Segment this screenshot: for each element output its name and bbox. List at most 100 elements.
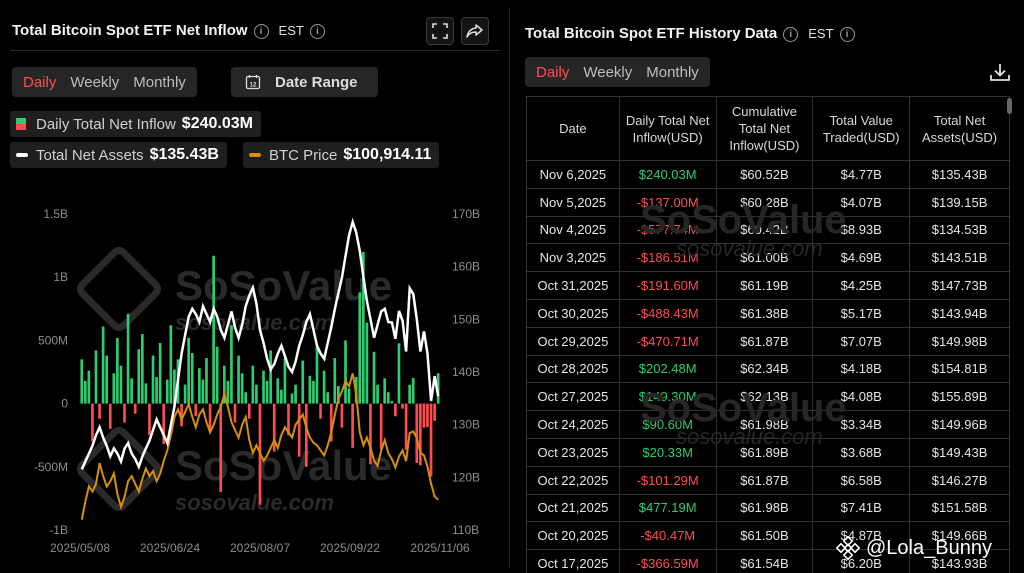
cell-net-assets: $154.81B <box>909 354 1010 384</box>
column-header-value-traded[interactable]: Total Value Traded(USD) <box>812 96 911 161</box>
cell-net-assets: $143.93B <box>909 549 1010 573</box>
inflow-bar <box>401 403 404 409</box>
inflow-bar <box>422 403 426 428</box>
cell-daily-inflow: -$137.00M <box>618 187 717 217</box>
table-row[interactable]: Oct 27,2025 $149.30M $62.13B $4.08B $155.89B <box>526 382 1010 412</box>
right-tick-label: 170B <box>452 207 480 221</box>
column-header-date[interactable]: Date <box>526 96 620 161</box>
tab-weekly[interactable]: Weekly <box>70 73 120 91</box>
tab-daily[interactable]: Daily <box>536 63 570 81</box>
inflow-bar <box>326 392 330 404</box>
inflow-bar <box>322 370 326 404</box>
cell-net-assets: $151.58B <box>909 493 1010 523</box>
table-row[interactable]: Nov 4,2025 -$577.74M $60.42B $8.93B $134.53B <box>526 215 1010 245</box>
inflow-bar <box>226 380 230 404</box>
inflow-bar <box>276 378 280 404</box>
inflow-bar <box>301 360 305 404</box>
table-row[interactable]: Oct 23,2025 $20.33M $61.89B $3.68B $149.43B <box>526 437 1010 467</box>
cell-value-traded: $7.07B <box>812 326 911 356</box>
timezone-info-icon[interactable]: i <box>839 26 855 42</box>
inflow-bar <box>361 251 365 404</box>
cell-date: Nov 5,2025 <box>526 187 620 217</box>
cell-value-traded: $7.41B <box>812 493 911 523</box>
cell-date: Oct 27,2025 <box>526 382 620 412</box>
cell-cumulative-inflow: $61.98B <box>715 410 814 439</box>
x-tick-label: 2025/09/22 <box>320 541 380 555</box>
date-range-label: Date Range <box>275 73 358 91</box>
legend-btc-label: BTC Price <box>269 146 338 164</box>
inflow-bar <box>91 403 94 442</box>
author-badge: @Lola_Bunny <box>836 536 992 560</box>
inflow-bar <box>165 379 169 404</box>
inflow-bar <box>133 403 137 414</box>
table-row[interactable]: Oct 28,2025 $202.48M $62.34B $4.18B $154.81B <box>526 354 1010 384</box>
x-tick-label: 2025/05/08 <box>50 541 110 555</box>
right-period-tabs: Daily Weekly Monthly <box>525 57 710 87</box>
column-header-net-assets[interactable]: Total Net Assets(USD) <box>909 96 1010 161</box>
left-tick-label: 1.5B <box>43 207 68 221</box>
table-row[interactable]: Oct 29,2025 -$470.71M $61.87B $7.07B $149.98… <box>526 326 1010 356</box>
legend-inflow[interactable]: Daily Total Net Inflow $240.03M <box>10 111 261 137</box>
inflow-bar <box>155 377 158 404</box>
legend-inflow-value: $240.03M <box>181 115 253 132</box>
left-tick-label: 500M <box>38 333 68 347</box>
left-axis: 1.5B 1B 500M 0 -500M -1B <box>34 207 68 537</box>
date-range-button[interactable]: 12 Date Range <box>231 67 378 97</box>
inflow-bar <box>419 403 422 466</box>
cell-net-assets: $134.53B <box>909 215 1010 245</box>
legend-btc[interactable]: BTC Price $100,914.11 <box>243 142 440 168</box>
inflow-bar <box>280 389 283 404</box>
download-button[interactable] <box>989 62 1013 84</box>
assets-swatch <box>16 153 28 157</box>
table-row[interactable]: Oct 24,2025 $90.60M $61.98B $3.34B $149.96B <box>526 410 1010 439</box>
info-icon[interactable]: i <box>783 26 799 42</box>
cell-value-traded: $4.08B <box>812 382 911 412</box>
tab-daily[interactable]: Daily <box>23 73 57 91</box>
inflow-bar <box>269 350 272 404</box>
cell-cumulative-inflow: $61.38B <box>715 298 814 328</box>
table-row[interactable]: Nov 3,2025 -$186.51M $61.00B $4.69B $143.51B <box>526 243 1010 273</box>
net-inflow-chart[interactable]: SoSoValuesosovalue.comSoSoValuesosovalue… <box>0 195 500 560</box>
inflow-bar <box>183 384 187 404</box>
cell-cumulative-inflow: $60.42B <box>715 215 814 245</box>
right-tick-label: 110B <box>452 523 479 537</box>
inflow-bar <box>240 373 244 404</box>
table-row[interactable]: Oct 30,2025 -$488.43M $61.38B $5.17B $143.94… <box>526 298 1010 328</box>
column-header-daily-inflow[interactable]: Daily Total Net Inflow(USD) <box>618 96 717 161</box>
inflow-bar <box>372 351 376 404</box>
tab-monthly[interactable]: Monthly <box>646 63 699 81</box>
info-icon[interactable]: i <box>253 23 269 39</box>
tab-weekly[interactable]: Weekly <box>583 63 633 81</box>
inflow-bar <box>379 403 383 450</box>
inflow-bar <box>212 255 215 404</box>
x-tick-label: 2025/11/06 <box>410 541 469 555</box>
fullscreen-button[interactable] <box>426 17 454 45</box>
cell-cumulative-inflow: $61.87B <box>715 465 814 495</box>
inflow-bar <box>426 403 429 428</box>
table-row[interactable]: Oct 20,2025 -$40.47M $61.50B $4.87B $149.66B <box>526 521 1010 551</box>
cell-date: Oct 28,2025 <box>526 354 620 384</box>
table-scrollbar[interactable] <box>1007 98 1012 114</box>
table-row[interactable]: Oct 17,2025 -$366.59M $61.54B $6.20B $143.93… <box>526 549 1010 573</box>
inflow-bar <box>137 349 141 404</box>
column-header-cumulative-inflow[interactable]: Cumulative Total Net Inflow(USD) <box>715 96 814 161</box>
expand-icon <box>432 23 448 39</box>
inflow-bar <box>411 378 415 404</box>
cell-daily-inflow: -$470.71M <box>618 326 717 356</box>
cell-date: Oct 21,2025 <box>526 493 620 523</box>
share-button[interactable] <box>461 17 489 45</box>
table-row[interactable]: Oct 31,2025 -$191.60M $61.19B $4.25B $147.73… <box>526 271 1010 300</box>
left-panel-title: Total Bitcoin Spot ETF Net Inflow <box>12 22 248 39</box>
watermark-logo-shape <box>76 246 162 332</box>
history-table-container[interactable]: Date Daily Total Net Inflow(USD) Cumulat… <box>526 96 1016 573</box>
table-row[interactable]: Oct 22,2025 -$101.29M $61.87B $6.58B $146.27… <box>526 465 1010 495</box>
table-row[interactable]: Nov 6,2025 $240.03M $60.52B $4.77B $135.43B <box>526 160 1010 189</box>
legend-assets[interactable]: Total Net Assets $135.43B <box>10 142 227 168</box>
timezone-info-icon[interactable]: i <box>309 23 325 39</box>
cell-net-assets: $149.66B <box>909 521 1010 551</box>
table-row[interactable]: Nov 5,2025 -$137.00M $60.28B $4.07B $139.15B <box>526 187 1010 217</box>
inflow-bar <box>194 403 198 417</box>
table-row[interactable]: Oct 21,2025 $477.19M $61.98B $7.41B $151.58B <box>526 493 1010 523</box>
tab-monthly[interactable]: Monthly <box>133 73 186 91</box>
